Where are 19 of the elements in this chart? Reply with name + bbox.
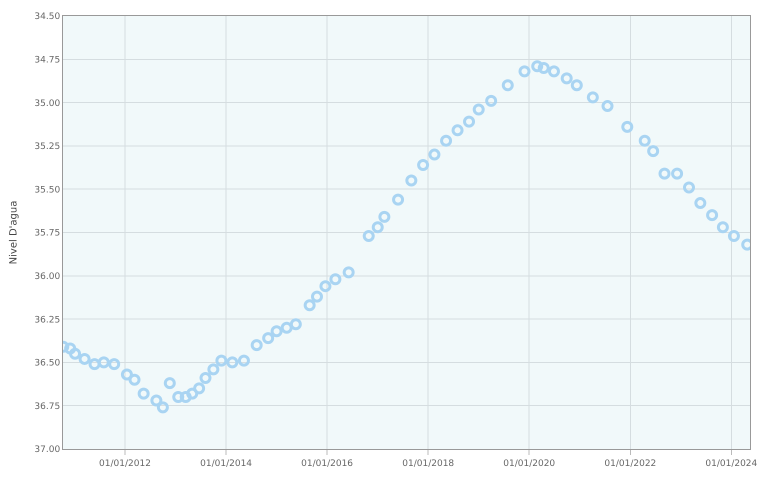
x-tick-label: 01/01/2016 [301, 458, 354, 469]
y-axis-title: Nivel D'agua [8, 200, 20, 264]
y-tick-label: 35.50 [34, 185, 60, 196]
x-tick-label: 01/01/2020 [503, 458, 556, 469]
y-tick-label: 36.75 [34, 402, 60, 412]
y-tick-label: 37.00 [34, 445, 60, 456]
y-tick-label: 36.50 [34, 358, 60, 369]
y-tick-label: 35.75 [34, 228, 60, 239]
y-tick-label: 36.00 [34, 272, 60, 282]
y-tick-label: 35.25 [34, 142, 60, 152]
x-tick-label: 01/01/2014 [200, 458, 252, 469]
x-tick-label: 01/01/2018 [402, 458, 454, 469]
y-tick-label: 34.75 [34, 55, 60, 66]
x-tick-label: 01/01/2024 [705, 458, 758, 469]
x-tick-label: 01/01/2012 [99, 458, 151, 469]
x-tick-label: 01/01/2022 [604, 458, 656, 469]
y-tick-label: 35.00 [34, 98, 60, 109]
y-tick-label: 34.50 [34, 12, 60, 22]
y-tick-label: 36.25 [34, 315, 60, 326]
